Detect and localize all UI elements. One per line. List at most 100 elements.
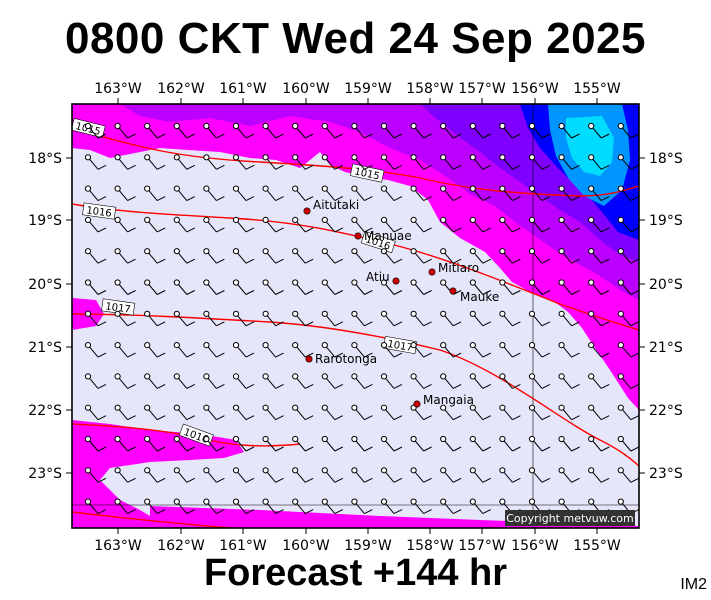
lat-label: 18°S [649,151,683,167]
lat-label: 23°S [28,466,62,482]
place-label: Mitiaro [438,261,479,275]
wind-barb-station [440,154,447,161]
wind-barb-flag [630,164,639,170]
wind-barb-flag [334,290,344,295]
lon-label: 162°W [157,538,205,554]
wind-barb-flag [245,133,255,139]
wind-barb-flag [304,290,314,295]
wind-barb-flag [512,446,521,452]
wind-barb-flag [452,352,462,358]
wind-barb-flag [186,133,196,139]
wind-barb-flag [482,321,492,327]
lat-label: 21°S [28,340,62,356]
wind-barb-station [232,185,240,192]
wind-barb-flag [600,352,610,358]
wind-barb-station [558,310,565,317]
wind-barb-station [380,154,388,161]
wind-barb-station [351,216,358,223]
wind-barb-station [232,498,240,505]
wind-barb-station [528,185,536,192]
wind-barb-station [499,342,506,349]
wind-barb-flag [541,227,551,233]
wind-barb-station [232,435,240,443]
wind-barb-station [588,122,595,130]
lat-labels-right: 18°S 19°S 20°S 21°S 22°S 23°S [649,151,683,482]
wind-barb-station [292,216,299,223]
wind-barb-flag [304,446,314,452]
wind-barb-station [173,185,180,192]
wind-barb-flag [482,352,492,358]
wind-barb-station [410,279,417,286]
wind-barb-station [173,435,180,443]
wind-barb-flag [541,290,551,295]
wind-barb-station [262,122,269,130]
wind-barb-station [262,467,269,474]
wind-barb-station [262,404,269,411]
wind-barb-flag [186,227,196,233]
map-frame [71,103,640,529]
wind-barb-flag [423,227,432,233]
wind-barb-station [380,467,388,474]
wind-barb-flag [334,446,344,452]
wind-barb-flag [216,196,225,202]
wind-barb-flag [127,415,136,421]
wind-barb-station [617,154,624,161]
wind-barb-station [321,404,328,411]
wind-barb-flag [630,227,639,233]
wind-barb-station [292,373,299,380]
wind-barb-station [528,373,536,380]
wind-barb-station [617,310,624,317]
wind-barb-flag [127,164,136,170]
wind-barb-flag [393,415,403,421]
wind-barb-station [262,154,269,161]
wind-barb-station [321,185,328,192]
lon-labels-top: 163°W 162°W 161°W 160°W 159°W 158°W 157°… [94,81,621,97]
isobar-1015 [72,127,639,197]
wind-barb-station [84,185,92,192]
wind-barb-station [617,122,624,130]
wind-barb-flag [275,133,284,139]
wind-barb-station [528,279,536,286]
wind-barb-flag [97,258,107,264]
wind-barb-station [588,216,595,223]
place-label: Atiu [366,270,390,284]
wind-barb-flag [127,227,136,233]
wind-barb-flag [571,227,580,233]
wind-barb-flag [541,258,551,264]
lat-label: 19°S [28,213,62,229]
wind-barb-station [469,279,476,286]
wind-barb-flag [97,383,107,389]
wind-barb-flag [186,321,196,327]
wind-barb-station [173,248,180,255]
wind-barb-station [410,122,417,130]
wind-barb-flag [216,290,225,295]
wind-barb-flag [304,477,314,483]
place-marker [413,400,421,408]
wind-barb-station [262,279,269,286]
wind-barbs [84,122,639,515]
wind-barb-flag [186,477,196,483]
wind-barb-flag [512,133,521,139]
wind-barb-station [173,498,180,505]
wind-barb-flag [364,164,373,170]
wind-barb-flag [275,258,284,264]
wind-barb-flag [482,509,492,515]
lat-label: 19°S [649,213,683,229]
wind-barb-station [114,216,121,223]
wind-barb-station [499,310,506,317]
wind-barb-flag [364,383,373,389]
wind-barb-station [144,248,151,255]
lon-label: 158°W [406,81,454,97]
wind-barb-flag [334,415,344,421]
lon-label: 155°W [573,81,621,97]
wind-barb-flag [482,164,492,170]
wind-barb-station [203,435,210,443]
wind-barb-flag [393,383,403,389]
wind-barb-flag [393,133,403,139]
wind-barb-station [440,216,447,223]
wind-barb-station [499,435,506,443]
place-label: Mangaia [423,393,474,407]
wind-barb-station [144,467,151,474]
lon-label: 158°W [406,538,454,554]
wind-barb-station [528,310,536,317]
